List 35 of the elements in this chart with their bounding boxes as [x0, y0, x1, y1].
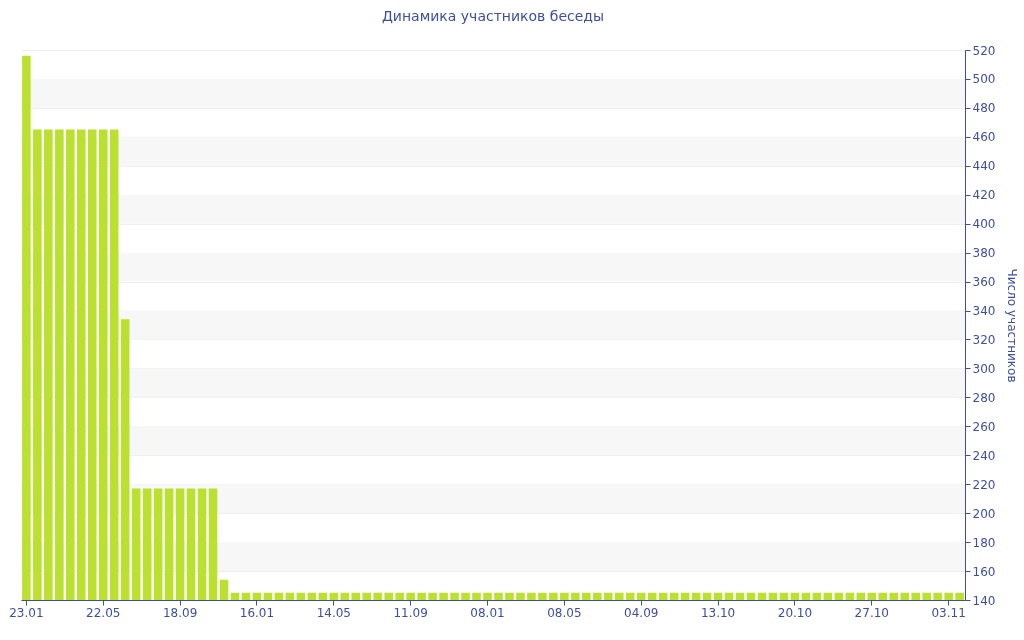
- y-tick-label: 340: [972, 304, 996, 319]
- x-tick-label: 03.11: [931, 605, 966, 620]
- y-tick-label: 280: [972, 390, 996, 405]
- y-tick-label: 520: [972, 43, 996, 58]
- x-tick-label: 08.01: [470, 605, 505, 620]
- x-tick-label: 11.09: [393, 605, 428, 620]
- x-tick-label: 27.10: [854, 605, 889, 620]
- y-tick-label: 500: [972, 72, 996, 87]
- x-tick-label: 04.09: [624, 605, 659, 620]
- y-tick-label: 380: [972, 246, 996, 261]
- x-tick-label: 14.05: [316, 605, 351, 620]
- chart-title: Динамика участников беседы: [381, 8, 605, 24]
- y-tick-label: 320: [972, 332, 996, 347]
- y-tick-label: 460: [972, 130, 996, 145]
- x-tick-label: 13.10: [700, 605, 736, 620]
- y-tick-label: 180: [972, 535, 996, 550]
- y-tick-label: 220: [972, 477, 996, 492]
- y-tick-label: 480: [972, 101, 996, 116]
- x-tick-label: 23.01: [9, 605, 44, 620]
- y-tick-label: 400: [972, 217, 996, 232]
- y-axis-title: Число участников: [1005, 268, 1020, 383]
- y-tick-label: 200: [972, 506, 996, 521]
- x-tick-label: 20.10: [777, 605, 813, 620]
- y-tick-label: 240: [972, 448, 996, 463]
- y-tick-label: 160: [972, 564, 996, 579]
- x-tick-label: 18.09: [162, 605, 198, 620]
- y-tick-label: 420: [972, 188, 996, 203]
- x-tick-label: 16.01: [239, 605, 275, 620]
- y-tick-label: 140: [972, 593, 996, 608]
- x-tick-label: 08.05: [547, 605, 582, 620]
- y-tick-label: 360: [972, 275, 996, 290]
- y-tick-label: 260: [972, 419, 996, 434]
- y-tick-label: 300: [972, 361, 996, 376]
- x-tick-label: 22.05: [86, 605, 121, 620]
- y-tick-label: 440: [972, 159, 996, 174]
